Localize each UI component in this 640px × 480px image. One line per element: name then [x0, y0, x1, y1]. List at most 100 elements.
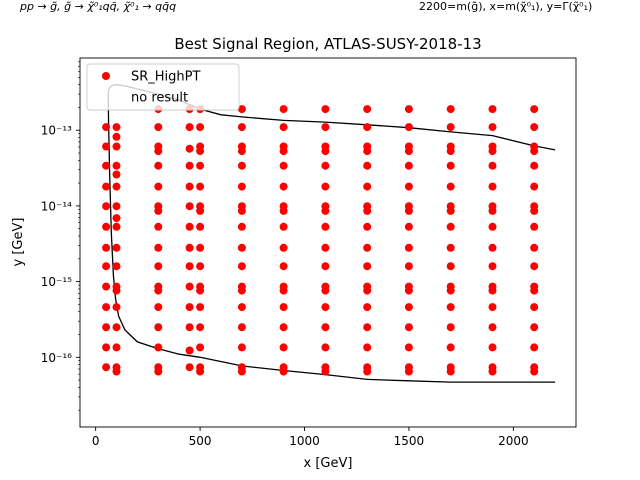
data-point: [237, 262, 246, 271]
data-point: [321, 303, 330, 312]
data-point: [154, 262, 163, 271]
data-point: [196, 282, 205, 291]
data-point: [446, 105, 455, 114]
data-point: [321, 243, 330, 252]
data-point: [404, 243, 413, 252]
data-point: [112, 262, 121, 271]
x-tick-label: 1500: [394, 434, 425, 448]
data-point: [112, 132, 121, 141]
data-point: [185, 323, 194, 332]
data-point: [154, 182, 163, 191]
data-point: [185, 182, 194, 191]
data-point: [279, 243, 288, 252]
y-tick-label: 10⁻¹⁴: [41, 199, 72, 213]
data-point: [102, 123, 111, 132]
data-point: [112, 303, 121, 312]
data-point: [112, 222, 121, 231]
data-point: [154, 282, 163, 291]
data-point: [446, 262, 455, 271]
data-point: [112, 243, 121, 252]
data-point: [321, 262, 330, 271]
data-point: [196, 323, 205, 332]
data-point: [154, 343, 163, 352]
data-point: [530, 182, 539, 191]
data-point: [154, 243, 163, 252]
plot-frame: [79, 57, 577, 428]
x-axis-label: x [GeV]: [304, 456, 353, 471]
data-point: [185, 346, 194, 355]
data-point: [446, 123, 455, 132]
data-point: [279, 105, 288, 114]
data-point: [530, 262, 539, 271]
data-point: [446, 323, 455, 332]
x-tick-label: 500: [189, 434, 212, 448]
data-point: [112, 282, 121, 291]
data-point: [185, 243, 194, 252]
data-point: [237, 182, 246, 191]
data-point: [112, 343, 121, 352]
data-point: [404, 363, 413, 372]
data-point: [102, 343, 111, 352]
legend-marker-sr-highpt: [102, 72, 110, 80]
data-point: [237, 363, 246, 372]
data-point: [185, 282, 194, 291]
data-point: [102, 262, 111, 271]
data-point: [488, 161, 497, 170]
data-point: [279, 123, 288, 132]
data-point: [363, 161, 372, 170]
data-point: [321, 161, 330, 170]
data-point: [102, 363, 111, 372]
data-point: [112, 161, 121, 170]
data-point: [279, 202, 288, 211]
data-point: [530, 105, 539, 114]
data-point: [488, 303, 497, 312]
data-point: [321, 142, 330, 151]
data-point: [530, 303, 539, 312]
data-point: [196, 123, 205, 132]
data-point: [446, 161, 455, 170]
legend-label-sr-highpt: SR_HighPT: [131, 70, 201, 85]
data-point: [154, 202, 163, 211]
data-point: [488, 182, 497, 191]
data-point: [446, 142, 455, 151]
data-point: [321, 182, 330, 191]
data-point: [530, 222, 539, 231]
data-point: [363, 123, 372, 132]
data-point: [279, 323, 288, 332]
data-point: [404, 303, 413, 312]
data-point: [196, 343, 205, 352]
data-point: [446, 202, 455, 211]
data-point: [321, 282, 330, 291]
data-point: [279, 222, 288, 231]
data-point: [363, 282, 372, 291]
data-point: [404, 182, 413, 191]
data-point: [446, 303, 455, 312]
data-point: [446, 282, 455, 291]
data-point: [488, 105, 497, 114]
process-label: pp → g̃, g̃ → χ̃⁰₁qq̄, χ̃⁰₁ → qq̄q: [20, 0, 177, 13]
data-point: [363, 343, 372, 352]
data-point: [154, 142, 163, 151]
data-point: [404, 123, 413, 132]
data-point: [530, 161, 539, 170]
data-point: [279, 142, 288, 151]
data-point: [196, 243, 205, 252]
data-point: [102, 243, 111, 252]
data-point: [530, 202, 539, 211]
data-point: [185, 363, 194, 372]
data-point: [488, 363, 497, 372]
points-layer: [102, 105, 539, 376]
data-point: [321, 202, 330, 211]
data-point: [488, 222, 497, 231]
data-point: [237, 123, 246, 132]
data-point: [321, 105, 330, 114]
x-tick-label: 1000: [289, 434, 320, 448]
data-point: [363, 202, 372, 211]
x-tick-label: 2000: [498, 434, 529, 448]
y-tick-label: 10⁻¹⁶: [41, 351, 72, 365]
data-point: [102, 282, 111, 291]
legend-label-no-result: no result: [131, 91, 188, 106]
exclusion-contour: [107, 84, 556, 383]
data-point: [321, 222, 330, 231]
